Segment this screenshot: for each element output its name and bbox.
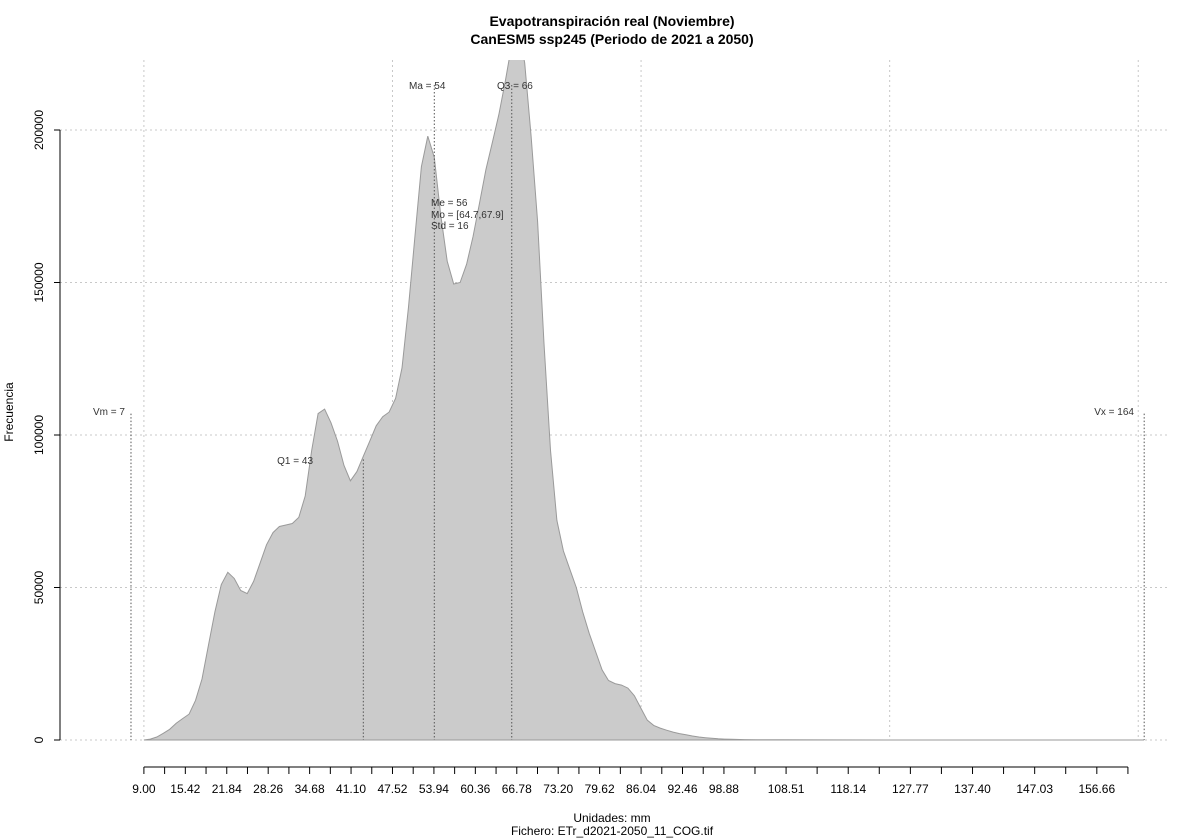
q3-annotation: Q3 = 66: [497, 81, 533, 92]
x-tick-label: 9.00: [132, 782, 156, 796]
x-tick-label: 92.46: [667, 782, 697, 796]
vx-annotation: Vx = 164: [1094, 407, 1134, 418]
x-tick-label: 79.62: [585, 782, 615, 796]
x-tick-label: 66.78: [502, 782, 532, 796]
mode-annotation: Mo = [64.7,67.9]: [431, 210, 504, 221]
data-area-fill: [143, 60, 1145, 741]
data-area: [143, 60, 1145, 741]
chart-subtitle: CanESM5 ssp245 (Periodo de 2021 a 2050): [470, 31, 754, 47]
x-tick-label: 98.88: [709, 782, 739, 796]
x-tick-label: 156.66: [1078, 782, 1115, 796]
y-tick-label: 0: [32, 736, 46, 743]
x-tick-label: 73.20: [543, 782, 573, 796]
x-tick-label: 53.94: [419, 782, 449, 796]
x-tick-label: 86.04: [626, 782, 656, 796]
x-tick-label: 28.26: [253, 782, 283, 796]
x-tick-label: 21.84: [212, 782, 242, 796]
x-tick-label: 15.42: [170, 782, 200, 796]
marker-lines: [130, 85, 1145, 740]
x-tick-label: 47.52: [377, 782, 407, 796]
axes: 0 50000 100000 150000 200000 9.00 15.42 21.84 28…: [32, 110, 1129, 796]
x-tick-label: 108.51: [768, 782, 805, 796]
x-tick-label: 147.03: [1016, 782, 1053, 796]
q1-annotation: Q1 = 43: [277, 456, 313, 467]
y-tick-label: 150000: [32, 262, 46, 302]
std-annotation: Std = 16: [431, 221, 469, 232]
median-annotation: Me = 56: [431, 198, 468, 209]
y-tick-label: 200000: [32, 110, 46, 150]
vm-annotation: Vm = 7: [93, 407, 125, 418]
y-axis-label: Frecuencia: [2, 382, 16, 442]
y-tick-label: 50000: [32, 570, 46, 604]
x-axis-label: Unidades: mm: [573, 811, 650, 825]
file-caption: Fichero: ETr_d2021-2050_11_COG.tif: [511, 824, 714, 838]
x-tick-label: 127.77: [892, 782, 929, 796]
x-tick-label: 118.14: [830, 782, 866, 796]
x-tick-label: 34.68: [295, 782, 325, 796]
x-tick-label: 60.36: [460, 782, 490, 796]
x-tick-label: 137.40: [954, 782, 991, 796]
ma-annotation: Ma = 54: [409, 81, 446, 92]
x-tick-label: 41.10: [336, 782, 366, 796]
y-tick-label: 100000: [32, 415, 46, 455]
chart-title: Evapotranspiración real (Noviembre): [489, 13, 735, 29]
